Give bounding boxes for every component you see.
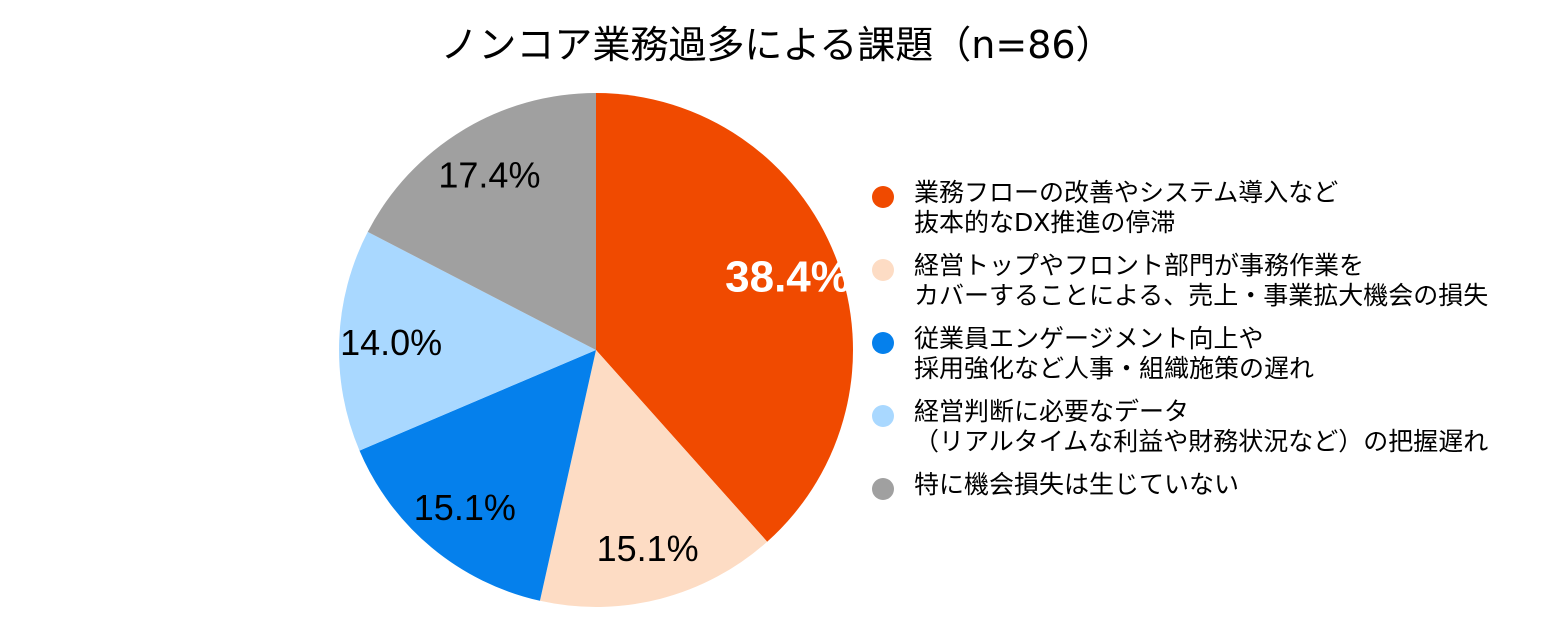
- legend-marker-0: [872, 186, 894, 208]
- legend-marker-2: [872, 332, 894, 354]
- legend-marker-3: [872, 405, 894, 427]
- legend-label-1: 経営トップやフロント部門が事務作業を カバーすることによる、売上・事業拡大機会の…: [914, 251, 1489, 310]
- pie-slice-2: [359, 350, 596, 601]
- legend-label-2: 従業員エンゲージメント向上や 採用強化など人事・組織施策の遅れ: [914, 324, 1315, 383]
- slice-value-label-3: 14.0%: [340, 322, 442, 363]
- legend-marker-4: [872, 478, 894, 500]
- legend-item-3: 経営判断に必要なデータ （リアルタイムな利益や財務状況など）の把握遅れ: [872, 397, 1548, 457]
- pie-slice-1: [539, 350, 768, 608]
- pie-slice-3: [338, 231, 596, 451]
- legend-label-3: 経営判断に必要なデータ （リアルタイムな利益や財務状況など）の把握遅れ: [914, 397, 1489, 456]
- pie-slice-0: [596, 93, 853, 542]
- legend-label-0: 業務フローの改善やシステム導入など 抜本的なDX推進の停滞: [914, 178, 1339, 237]
- legend-label-4: 特に機会損失は生じていない: [914, 470, 1240, 499]
- legend-item-1: 経営トップやフロント部門が事務作業を カバーすることによる、売上・事業拡大機会の…: [872, 251, 1548, 311]
- legend-item-0: 業務フローの改善やシステム導入など 抜本的なDX推進の停滞: [872, 178, 1548, 238]
- legend-marker-1: [872, 259, 894, 281]
- legend-item-2: 従業員エンゲージメント向上や 採用強化など人事・組織施策の遅れ: [872, 324, 1548, 384]
- chart-title: ノンコア業務過多による課題（n=86）: [440, 23, 1114, 67]
- slice-value-label-2: 15.1%: [414, 487, 516, 528]
- slice-value-label-1: 15.1%: [597, 528, 699, 569]
- pie-slice-4: [367, 93, 596, 350]
- legend: 業務フローの改善やシステム導入など 抜本的なDX推進の停滞経営トップやフロント部…: [872, 178, 1548, 513]
- legend-item-4: 特に機会損失は生じていない: [872, 470, 1548, 500]
- slice-value-label-0: 38.4%: [725, 252, 850, 301]
- slice-value-label-4: 17.4%: [438, 154, 540, 195]
